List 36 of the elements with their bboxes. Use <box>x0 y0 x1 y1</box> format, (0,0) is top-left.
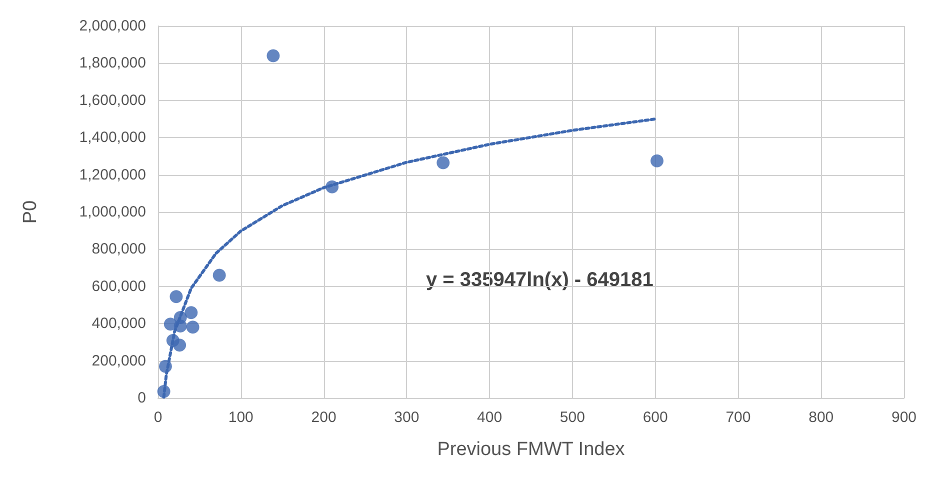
x-tick-label: 300 <box>394 409 420 426</box>
point <box>266 49 280 62</box>
x-axis-title: Previous FMWT Index <box>437 439 626 460</box>
x-tick-label: 0 <box>154 409 162 426</box>
y-tick-label: 1,800,000 <box>79 54 146 72</box>
x-tick-label: 100 <box>228 409 254 426</box>
x-tick-label: 200 <box>311 409 336 426</box>
point <box>173 338 186 352</box>
y-tick-label: 400,000 <box>92 315 146 332</box>
x-tick-label: 500 <box>560 409 585 426</box>
point <box>650 154 664 168</box>
y-axis-title: P0 <box>20 200 41 224</box>
x-tick-label: 800 <box>808 409 834 426</box>
x-tick-label: 400 <box>477 409 502 426</box>
y-tick-label: 800,000 <box>92 240 146 258</box>
y-tick-label: 0 <box>138 390 146 406</box>
point <box>170 290 183 304</box>
point <box>157 384 170 398</box>
y-tick-label: 1,600,000 <box>79 92 146 109</box>
y-tick-label: 200,000 <box>92 352 146 370</box>
point <box>184 306 198 320</box>
y-tick-label: 1,200,000 <box>79 166 146 184</box>
y-tick-label: 600,000 <box>92 278 146 295</box>
point <box>186 320 200 334</box>
x-tick-label: 900 <box>891 409 917 426</box>
point <box>174 320 187 333</box>
y-tick-label: 1,000,000 <box>79 204 146 220</box>
point <box>436 156 450 170</box>
x-tick-label: 600 <box>642 409 668 426</box>
x-tick-label: 700 <box>726 409 751 426</box>
y-tick-label: 2,000,000 <box>79 18 146 34</box>
y-tick-label: 1,400,000 <box>79 129 146 146</box>
annotation: y = 335947ln(x) - 649181 <box>426 269 654 291</box>
point <box>212 268 226 282</box>
point <box>158 360 172 373</box>
point <box>326 180 339 194</box>
